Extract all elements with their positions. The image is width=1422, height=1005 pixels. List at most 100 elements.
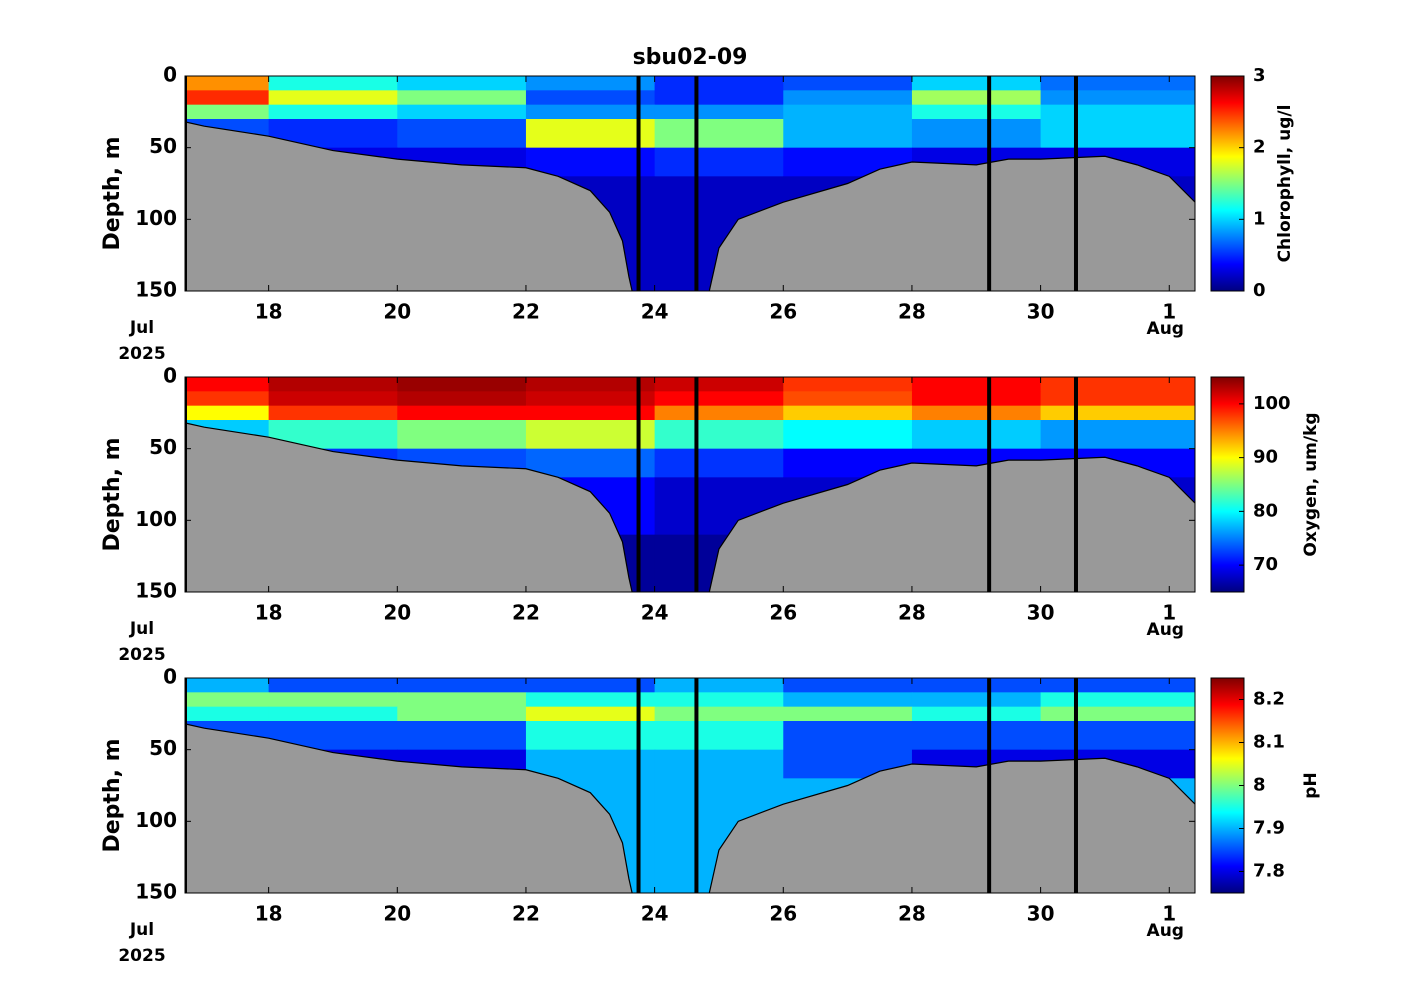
heatmap-cell — [654, 391, 784, 407]
x-tick-label: 30 — [1027, 601, 1055, 625]
heatmap-cell — [1040, 706, 1195, 722]
x-tick-label: 22 — [512, 300, 540, 324]
colorbar-tick-label: 70 — [1253, 554, 1278, 575]
x-tick-label: 20 — [383, 300, 411, 324]
seafloor-edge — [185, 723, 633, 893]
heatmap-cell — [911, 104, 1042, 120]
x-tick-label: 18 — [255, 601, 283, 625]
heatmap-cell — [654, 749, 784, 779]
heatmap-cell — [654, 678, 784, 693]
x-tick-label: 18 — [255, 300, 283, 324]
heatmap-cell — [783, 692, 913, 708]
heatmap-cell — [911, 678, 1042, 693]
seafloor-edge — [708, 757, 1195, 893]
y-tick-label: 0 — [163, 364, 177, 388]
heatmap-cell — [185, 104, 270, 120]
axes-frame — [184, 677, 1196, 894]
heatmap-cell — [911, 420, 1042, 450]
seafloor — [709, 457, 1195, 592]
colorbar-tick-label: 7.9 — [1253, 818, 1285, 839]
heatmap-cell — [397, 90, 527, 106]
heatmap-cell — [654, 448, 784, 478]
x-tick-label: 22 — [512, 601, 540, 625]
x-tick-label: 22 — [512, 902, 540, 926]
plot-area — [185, 76, 1195, 291]
heatmap-cell — [268, 90, 398, 106]
colorbar-tick-label: 8.2 — [1253, 689, 1285, 710]
heatmap-cell — [654, 119, 784, 149]
heatmap-cell — [525, 119, 656, 149]
x-tick-label: 26 — [769, 902, 797, 926]
heatmap-cell — [1040, 420, 1195, 450]
year: 2025 — [118, 946, 165, 966]
heatmap-cell — [783, 678, 913, 693]
heatmap-cell — [654, 76, 784, 91]
colorbar-tick-label: 0 — [1253, 280, 1266, 301]
seafloor-edge — [708, 456, 1195, 592]
heatmap-cell — [525, 749, 656, 779]
y-tick-label: 50 — [149, 736, 177, 760]
seafloor — [185, 422, 633, 592]
heatmap-cell — [268, 706, 398, 722]
colorbar — [1210, 376, 1245, 593]
heatmap-cell — [397, 391, 527, 407]
heatmap-cell — [397, 678, 527, 693]
heatmap-cell — [397, 377, 527, 392]
heatmap-cell — [397, 104, 527, 120]
seafloor — [709, 758, 1195, 893]
heatmap-cell — [783, 721, 913, 751]
heatmap-cell — [783, 119, 913, 149]
heatmap-cell — [185, 706, 270, 722]
heatmap-cell — [525, 678, 656, 693]
heatmap-cell — [268, 104, 398, 120]
heatmap-cell — [525, 377, 656, 392]
y-tick-label: 150 — [135, 278, 177, 302]
heatmap-cell — [525, 147, 656, 177]
heatmap-cell — [654, 104, 784, 120]
heatmap-cell — [397, 721, 527, 751]
y-tick-label: 50 — [149, 435, 177, 459]
x-tick-label: 28 — [898, 601, 926, 625]
colorbar-tick-label: 7.8 — [1253, 861, 1285, 882]
heatmap-cell — [783, 405, 913, 421]
x-tick-label: 24 — [641, 300, 669, 324]
heatmap-cell — [783, 377, 913, 392]
heatmap-cell — [654, 692, 784, 708]
heatmap-cell — [911, 90, 1042, 106]
colorbar-label: Oxygen, um/kg — [1301, 412, 1321, 556]
x-tick-label: 26 — [769, 601, 797, 625]
heatmap-cell — [911, 391, 1042, 407]
heatmap-cell — [654, 420, 784, 450]
heatmap-cell — [185, 405, 270, 421]
colorbar-tick-label: 2 — [1253, 137, 1266, 158]
y-tick-label: 150 — [135, 579, 177, 603]
seafloor — [709, 156, 1195, 291]
heatmap-cell — [268, 391, 398, 407]
x-tick-label: 28 — [898, 300, 926, 324]
heatmap-cell — [783, 391, 913, 407]
figure-title: sbu02-09 — [633, 45, 748, 70]
colorbar-tick-label: 3 — [1253, 65, 1266, 86]
colorbar-tick-label: 90 — [1253, 447, 1278, 468]
end-month: Aug — [1147, 620, 1184, 640]
heatmap-cell — [185, 692, 270, 708]
x-tick-label: 28 — [898, 902, 926, 926]
colorbar-tick-label: 80 — [1253, 500, 1278, 521]
heatmap-cell — [397, 405, 527, 421]
y-tick-label: 100 — [135, 808, 177, 832]
heatmap-cell — [525, 405, 656, 421]
heatmap-cell — [525, 90, 656, 106]
heatmap-cell — [525, 76, 656, 91]
start-month: Jul — [129, 920, 154, 940]
heatmap-cell — [911, 405, 1042, 421]
heatmap-cell — [654, 377, 784, 392]
heatmap-cell — [525, 420, 656, 450]
heatmap-cell — [185, 90, 270, 106]
year: 2025 — [118, 344, 165, 364]
heatmap-cell — [397, 692, 527, 708]
x-tick-label: 26 — [769, 300, 797, 324]
axes-frame — [184, 376, 1196, 593]
start-month: Jul — [129, 619, 154, 639]
heatmap-cell — [397, 119, 527, 149]
y-axis-label: Depth, m — [100, 437, 125, 551]
